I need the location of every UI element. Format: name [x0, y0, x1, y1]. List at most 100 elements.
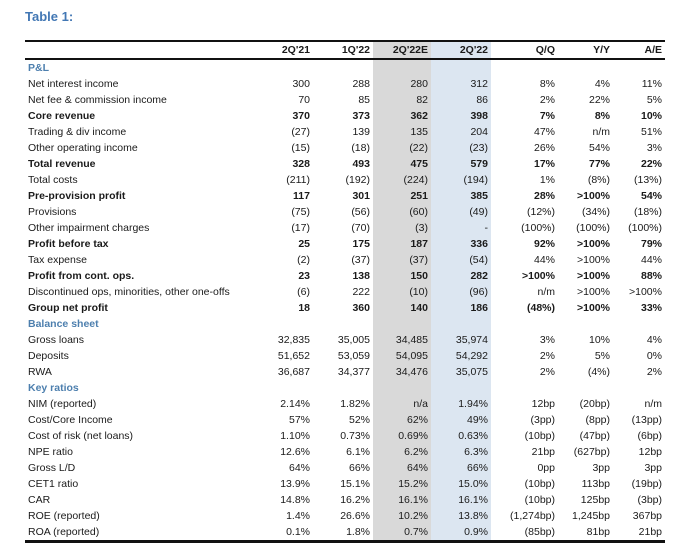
table-row: Provisions (75) (56) (60) (49) (12%) (34%) (18%…: [25, 204, 665, 220]
value-cell: (100%): [628, 222, 662, 234]
value-cell: 10.2%: [373, 508, 431, 524]
value-cell: (96): [431, 284, 491, 300]
empty-cell: [373, 59, 431, 76]
value-cell: (100%): [576, 222, 610, 234]
value-cell: 6.1%: [346, 446, 370, 458]
table-row: Core revenue 370 373 362 398 7% 8% 10%: [25, 108, 665, 124]
empty-cell: [491, 380, 558, 396]
value-cell: 11%: [641, 78, 662, 90]
value-cell: 82: [373, 92, 431, 108]
value-cell: 280: [373, 76, 431, 92]
row-label: Group net profit: [28, 302, 108, 314]
row-label: ROA (reported): [28, 526, 100, 538]
value-cell: 28%: [533, 190, 555, 202]
value-cell: 86: [431, 92, 491, 108]
value-cell: 7%: [539, 110, 555, 122]
value-cell: 222: [352, 286, 370, 298]
value-cell: 10%: [588, 334, 610, 346]
value-cell: (100%): [521, 222, 555, 234]
value-cell: 14.8%: [280, 494, 310, 506]
section-header-row: P&L: [25, 59, 665, 76]
value-cell: 288: [352, 78, 370, 90]
value-cell: (22): [373, 140, 431, 156]
value-cell: >100%: [577, 190, 610, 202]
value-cell: 2.14%: [280, 398, 310, 410]
value-cell: (6bp): [637, 430, 662, 442]
table-row: RWA 36,687 34,377 34,476 35,075 2% (4%) 2%: [25, 364, 665, 380]
value-cell: 5%: [646, 94, 662, 106]
value-cell: 36,687: [277, 366, 310, 378]
value-cell: 385: [431, 188, 491, 204]
value-cell: 34,476: [373, 364, 431, 380]
value-cell: 32,835: [277, 334, 310, 346]
column-header: Y/Y: [558, 40, 613, 60]
value-cell: (8pp): [585, 414, 610, 426]
value-cell: (23): [431, 140, 491, 156]
value-cell: (224): [373, 172, 431, 188]
value-cell: 336: [431, 236, 491, 252]
value-cell: (37): [373, 252, 431, 268]
value-cell: 35,005: [337, 334, 370, 346]
section-header-label: P&L: [28, 62, 49, 74]
value-cell: (56): [351, 206, 370, 218]
value-cell: (3bp): [637, 494, 662, 506]
row-label: Gross L/D: [28, 462, 76, 474]
value-cell: 1.94%: [431, 396, 491, 412]
table-row: Pre-provision profit 117 301 251 385 28% >100%…: [25, 188, 665, 204]
value-cell: n/m: [537, 286, 555, 298]
value-cell: 0.1%: [286, 526, 310, 538]
value-cell: 34,377: [337, 366, 370, 378]
row-label: ROE (reported): [28, 510, 100, 522]
value-cell: n/m: [644, 398, 662, 410]
value-cell: 16.1%: [431, 492, 491, 508]
value-cell: 77%: [588, 158, 610, 170]
value-cell: 54,095: [373, 348, 431, 364]
row-label: Core revenue: [28, 110, 96, 122]
row-label-column-header: [25, 40, 251, 60]
value-cell: 3pp: [592, 462, 610, 474]
value-cell: 49%: [431, 412, 491, 428]
value-cell: >100%: [577, 302, 610, 314]
value-cell: 1.8%: [346, 526, 370, 538]
table-row: Trading & div income (27) 139 135 204 47% n/m 5…: [25, 124, 665, 140]
table-row: Total costs (211) (192) (224) (194) 1% (8%) (13…: [25, 172, 665, 188]
value-cell: 66%: [431, 460, 491, 476]
value-cell: (10bp): [524, 478, 555, 490]
value-cell: 25: [298, 238, 310, 250]
column-header: 1Q'22: [313, 40, 373, 60]
value-cell: 26%: [533, 142, 555, 154]
value-cell: 0.63%: [431, 428, 491, 444]
value-cell: 0pp: [537, 462, 555, 474]
value-cell: >100%: [577, 270, 610, 282]
value-cell: 35,075: [431, 364, 491, 380]
table-row: Tax expense (2) (37) (37) (54) 44% >100% 44%: [25, 252, 665, 268]
value-cell: 493: [352, 158, 370, 170]
value-cell: 15.2%: [373, 476, 431, 492]
value-cell: 54%: [640, 190, 662, 202]
row-label: Net interest income: [28, 78, 119, 90]
value-cell: 300: [292, 78, 310, 90]
value-cell: 81bp: [586, 526, 610, 538]
value-cell: (3pp): [530, 414, 555, 426]
row-label: NPE ratio: [28, 446, 73, 458]
row-label: Deposits: [28, 350, 69, 362]
value-cell: 12bp: [531, 398, 555, 410]
row-label: Other impairment charges: [28, 222, 150, 234]
value-cell: 2%: [539, 366, 555, 378]
value-cell: 0.9%: [431, 524, 491, 542]
value-cell: 70: [298, 94, 310, 106]
value-cell: -: [431, 220, 491, 236]
value-cell: (17): [291, 222, 310, 234]
value-cell: 54,292: [431, 348, 491, 364]
value-cell: (12%): [526, 206, 555, 218]
value-cell: (10bp): [524, 430, 555, 442]
value-cell: 373: [352, 110, 370, 122]
value-cell: 3pp: [644, 462, 662, 474]
value-cell: 1.10%: [280, 430, 310, 442]
row-label: Profit from cont. ops.: [28, 270, 135, 282]
value-cell: 16.1%: [373, 492, 431, 508]
empty-cell: [313, 59, 373, 76]
value-cell: 13.8%: [431, 508, 491, 524]
table-body: P&L Net interest income 300 288 280 312 8% 4% 11…: [25, 59, 665, 542]
